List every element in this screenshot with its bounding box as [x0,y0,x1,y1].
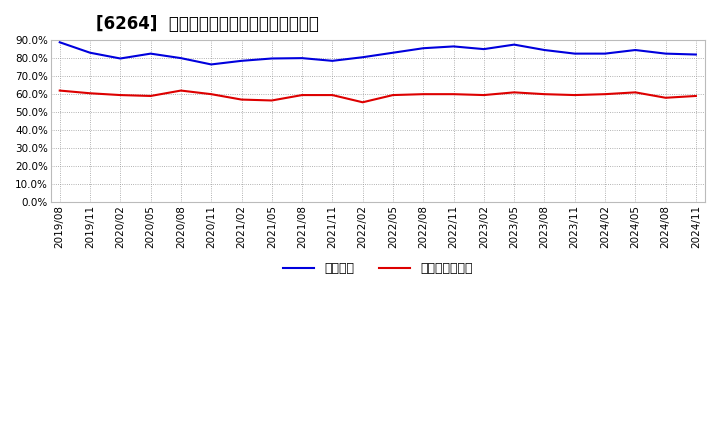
固定比率 [207,62,215,67]
固定長期適合率 [449,92,458,97]
固定比率 [480,47,488,52]
固定比率 [298,55,307,61]
Line: 固定比率: 固定比率 [60,42,696,64]
固定長期適合率 [298,92,307,98]
固定比率 [359,55,367,60]
固定長期適合率 [328,92,337,98]
Text: [6264]  固定比率、固定長期適合率の推移: [6264] 固定比率、固定長期適合率の推移 [96,15,320,33]
固定長期適合率 [389,92,397,98]
固定比率 [389,50,397,55]
固定長期適合率 [176,88,185,93]
固定比率 [86,50,94,55]
固定比率 [176,55,185,61]
固定長期適合率 [692,93,701,99]
固定長期適合率 [631,90,639,95]
固定長期適合率 [207,92,215,97]
Line: 固定長期適合率: 固定長期適合率 [60,91,696,102]
固定比率 [55,40,64,45]
固定長期適合率 [661,95,670,100]
固定長期適合率 [86,91,94,96]
固定比率 [600,51,609,56]
固定比率 [116,56,125,61]
Legend: 固定比率, 固定長期適合率: 固定比率, 固定長期適合率 [278,257,478,280]
固定長期適合率 [419,92,428,97]
固定長期適合率 [237,97,246,102]
固定長期適合率 [55,88,64,93]
固定比率 [237,58,246,63]
固定比率 [267,56,276,61]
固定長期適合率 [267,98,276,103]
固定比率 [540,48,549,53]
固定長期適合率 [146,93,155,99]
固定長期適合率 [359,99,367,105]
固定比率 [146,51,155,56]
固定比率 [510,42,518,47]
固定比率 [631,48,639,53]
固定長期適合率 [600,92,609,97]
固定比率 [328,58,337,63]
固定長期適合率 [540,92,549,97]
固定比率 [449,44,458,49]
固定長期適合率 [116,92,125,98]
固定長期適合率 [570,92,579,98]
固定比率 [661,51,670,56]
固定比率 [692,52,701,57]
固定比率 [419,46,428,51]
固定長期適合率 [510,90,518,95]
固定比率 [570,51,579,56]
固定長期適合率 [480,92,488,98]
